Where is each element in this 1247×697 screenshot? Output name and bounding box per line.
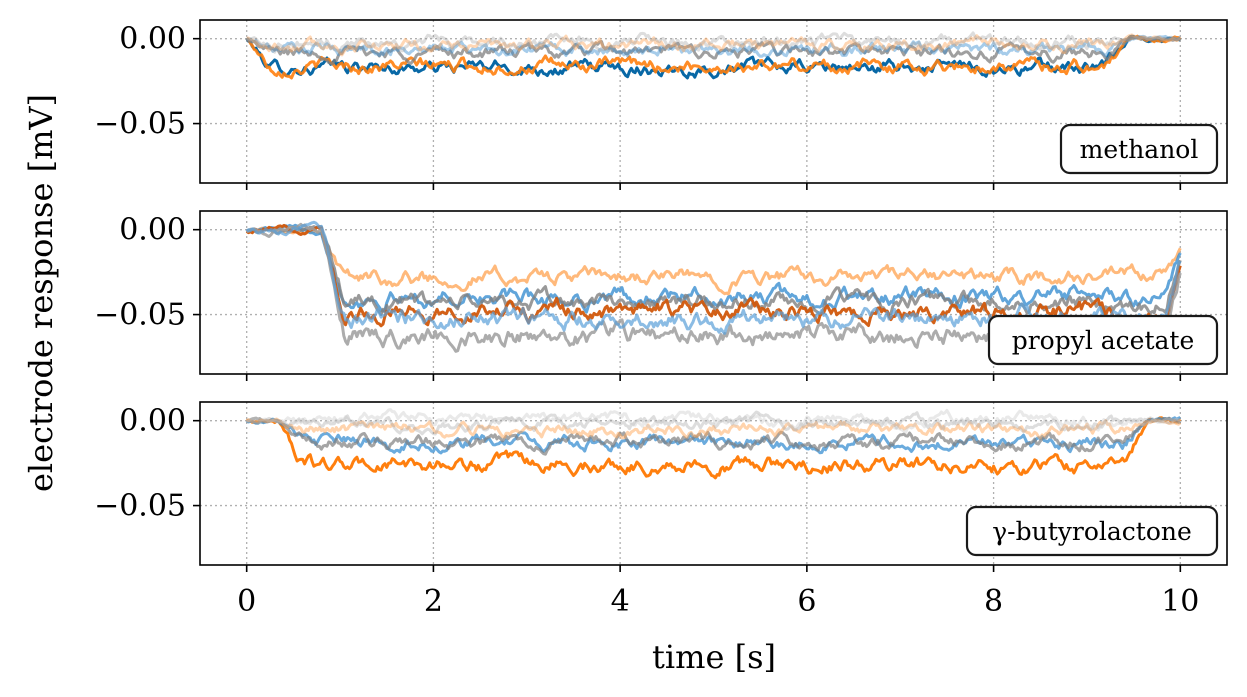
y-tick-label: 0.00 [119, 213, 186, 248]
panel-2: 0.00 −0.05 propyl acetate [94, 210, 1228, 381]
series-line-4 [246, 417, 1182, 440]
series-line-3 [246, 416, 1182, 456]
annotation-label: propyl acetate [1012, 326, 1195, 355]
series-line-4 [245, 34, 1182, 58]
annotation-label: methanol [1080, 135, 1199, 164]
axes-frame [199, 401, 1228, 566]
x-tick-label: 6 [797, 584, 816, 619]
x-tick-label: 2 [424, 584, 443, 619]
x-tick-label: 8 [984, 584, 1003, 619]
y-tick-label: 0.00 [119, 404, 186, 439]
series-group [245, 31, 1182, 80]
panels-group: 0.00 −0.05 methanol 0.00 −0.05 propyl acetate… [94, 19, 1228, 619]
panel-1: 0.00 −0.05 methanol [94, 19, 1228, 190]
series-line-6 [245, 31, 1181, 54]
x-tick-label: 4 [611, 584, 630, 619]
y-axis-label: electrode response [mV] [22, 94, 60, 492]
annotation-box [965, 505, 1219, 557]
annotation-label: γ-butyrolactone [992, 517, 1192, 546]
x-axis-label: time [s] [652, 638, 776, 676]
y-tick-label: 0.00 [119, 22, 186, 57]
series-line-2 [246, 223, 1182, 314]
series-line-3 [245, 35, 1182, 66]
y-tick-label: −0.05 [94, 298, 186, 333]
axes-frame [199, 19, 1228, 184]
annotation-box [1059, 123, 1219, 175]
series-line-2 [245, 34, 1182, 80]
annotation-box [987, 314, 1219, 366]
series-line-1 [246, 416, 1182, 480]
series-line-1 [245, 34, 1182, 80]
series-group [245, 408, 1182, 480]
series-line-1 [245, 226, 1182, 296]
y-tick-label: −0.05 [94, 489, 186, 524]
series-line-5 [246, 410, 1181, 436]
series-line-6 [246, 408, 1181, 434]
series-line-5 [246, 33, 1182, 57]
panel-3: 0.00 −0.05 0 2 4 6 8 10 γ-butyrolactone [94, 401, 1228, 619]
axes-frame [199, 210, 1228, 375]
x-tick-label: 10 [1161, 584, 1199, 619]
series-line-6 [245, 220, 1182, 335]
x-tick-label: 0 [237, 584, 256, 619]
y-tick-label: −0.05 [94, 107, 186, 142]
